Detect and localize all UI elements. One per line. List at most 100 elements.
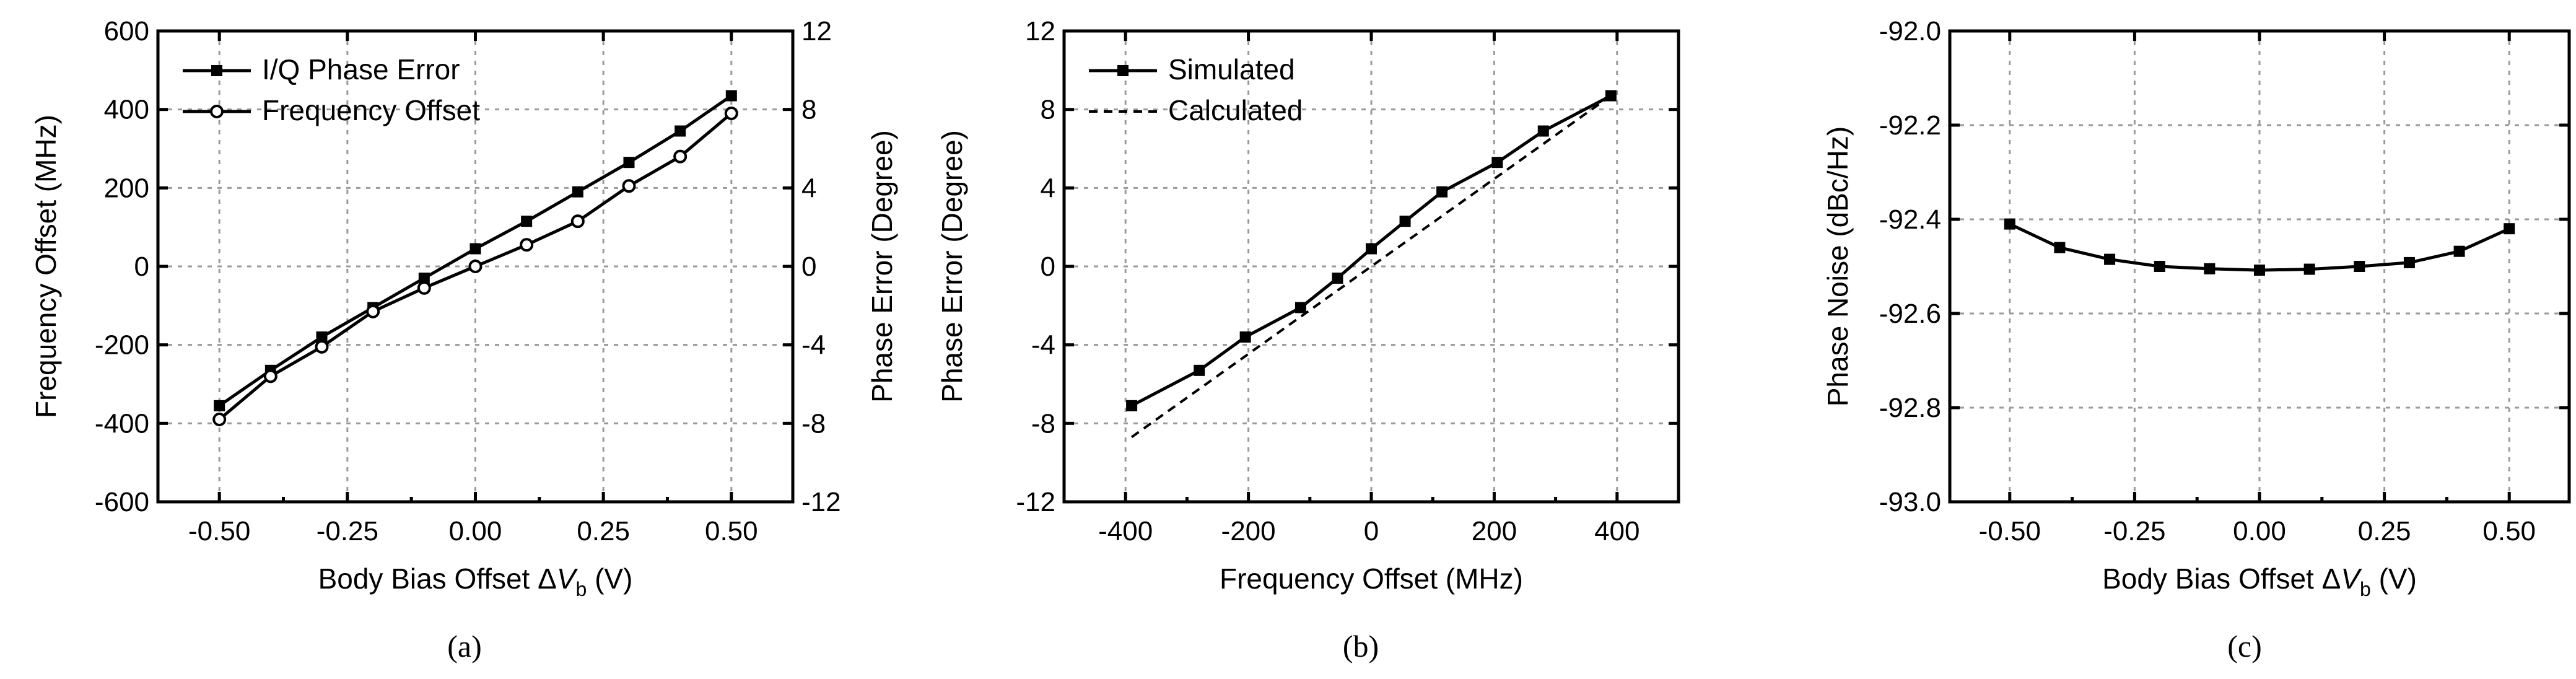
- plot-frame: [1948, 29, 2571, 504]
- legend-entry: Calculated: [1168, 94, 1303, 126]
- panel-b: -400 -200 0 200 400 -12 -8 -4 0 4 8 12 Phase Error (…: [936, 16, 1680, 595]
- y-tick-label: -600: [95, 487, 149, 517]
- x-tick-label: 0: [1364, 516, 1379, 546]
- x-tick-label: 0.00: [449, 516, 502, 546]
- caption-c: (c): [2227, 629, 2262, 664]
- x-axis-label-prefix: Body Bias Offset Δ: [318, 563, 557, 595]
- data-point-square: [2154, 261, 2165, 272]
- data-point-square: [1332, 273, 1343, 284]
- y-tick-label: 200: [104, 173, 149, 203]
- data-point-square: [725, 90, 737, 102]
- data-point-circle: [315, 340, 329, 354]
- x-tick-label: 0.25: [2358, 516, 2411, 546]
- x-tick-label: -0.25: [2103, 516, 2165, 546]
- data-point-square: [1194, 364, 1205, 376]
- data-point-square: [214, 400, 225, 411]
- data-point-square: [418, 273, 430, 284]
- data-point-square: [316, 331, 328, 343]
- x-tick-label: -0.50: [1979, 516, 2041, 546]
- x-axis-label: Frequency Offset (MHz): [1220, 563, 1523, 595]
- caption-a: (a): [447, 629, 482, 664]
- legend-entry: Simulated: [1168, 53, 1295, 85]
- y-tick-label: -200: [95, 330, 149, 361]
- x-tick-label: 0.50: [705, 516, 758, 546]
- y-tick-label: -92.2: [1879, 110, 1941, 141]
- plot-frame: [156, 29, 795, 504]
- data-point-circle: [366, 304, 380, 318]
- y-tick-label: 4: [1041, 173, 1055, 203]
- data-point-square: [1436, 186, 1448, 198]
- data-point-square: [2354, 261, 2365, 272]
- y-tick-label: -92.4: [1879, 204, 1941, 235]
- data-point-circle: [468, 260, 482, 273]
- data-point-square: [2204, 263, 2216, 274]
- data-point-circle: [520, 238, 534, 252]
- x-axis-label-var: V: [557, 563, 579, 595]
- y2-tick-label: 8: [801, 95, 816, 125]
- y-tick-label: 0: [134, 252, 149, 282]
- data-point-square: [1126, 400, 1138, 411]
- data-point-circle: [417, 281, 431, 295]
- y2-tick-label: 0: [801, 252, 816, 282]
- data-point-circle: [212, 413, 227, 426]
- y-axis-label: Phase Noise (dBc/Hz): [1822, 126, 1854, 407]
- data-point-square: [2054, 242, 2066, 253]
- plot-frame: [1062, 29, 1680, 504]
- y-tick-label: -12: [1016, 487, 1055, 517]
- data-point-square: [2004, 218, 2015, 230]
- data-point-square: [623, 157, 635, 169]
- legend-marker-square: [1117, 65, 1129, 76]
- x-axis-label-sub: b: [576, 578, 587, 600]
- x-axis-label: Body Bias Offset ΔVb (V): [318, 563, 633, 600]
- x-tick-label: -0.25: [317, 516, 378, 546]
- data-point-square: [2254, 265, 2265, 276]
- x-tick-label: -200: [1221, 516, 1276, 546]
- y2-tick-label: -4: [801, 330, 826, 361]
- legend-marker-circle: [210, 105, 224, 118]
- data-point-square: [1491, 157, 1503, 169]
- x-tick-label: 400: [1594, 516, 1639, 546]
- data-point-square: [2403, 256, 2415, 268]
- x-tick-label: 0.25: [577, 516, 630, 546]
- y-tick-label: -93.0: [1879, 487, 1941, 517]
- data-point-circle: [724, 107, 738, 120]
- data-point-square: [675, 125, 686, 137]
- y-tick-label: -92.8: [1879, 393, 1941, 423]
- data-point-square: [1537, 125, 1549, 137]
- y-tick-label: 600: [104, 16, 149, 46]
- data-point-square: [2453, 245, 2465, 257]
- data-point-circle: [673, 149, 688, 164]
- x-tick-label: 0.00: [2233, 516, 2286, 546]
- x-tick-label: -0.50: [188, 516, 250, 546]
- y-tick-label: -92.6: [1879, 299, 1941, 329]
- y-tick-label: 8: [1041, 95, 1055, 125]
- y-tick-label: 0: [1041, 252, 1055, 282]
- data-point-circle: [263, 369, 277, 383]
- x-axis-label-prefix: Body Bias Offset Δ: [2102, 563, 2341, 595]
- y2-tick-label: -12: [801, 487, 841, 517]
- legend-entry: I/Q Phase Error: [262, 53, 460, 85]
- y2-axis-label: Phase Error (Degree): [866, 130, 898, 403]
- x-axis-label: Body Bias Offset ΔVb (V): [2102, 563, 2417, 600]
- data-point-square: [2504, 223, 2515, 235]
- y-axis-label: Frequency Offset (MHz): [30, 115, 62, 418]
- y2-tick-label: 12: [801, 16, 832, 46]
- legend-marker-square: [211, 65, 222, 76]
- y-tick-label: -400: [95, 408, 149, 439]
- x-axis-label-suffix: (V): [2371, 563, 2417, 595]
- y-tick-label: 400: [104, 95, 149, 125]
- x-axis-label-sub: b: [2360, 578, 2371, 600]
- y2-tick-label: 4: [801, 173, 816, 203]
- data-point-circle: [570, 214, 585, 229]
- data-point-square: [572, 186, 583, 198]
- y-tick-label: 12: [1025, 16, 1055, 46]
- data-point-square: [1366, 243, 1377, 255]
- y-tick-label: -8: [1031, 408, 1055, 439]
- data-point-square: [2104, 253, 2116, 265]
- data-point-square: [1399, 216, 1411, 227]
- x-tick-label: 200: [1472, 516, 1517, 546]
- x-axis-label-suffix: (V): [587, 563, 632, 595]
- panel-a: -0.50 -0.25 0.00 0.25 0.50-600-400-200020040…: [30, 16, 898, 600]
- panel-c: -0.50 -0.25 0.00 0.25 0.50 -93.0 -92.8 -92.6 -92…: [1822, 16, 2571, 600]
